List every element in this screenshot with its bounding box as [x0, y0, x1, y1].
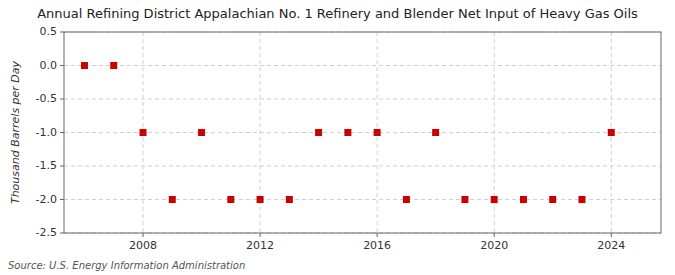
tick-label: 2020 [480, 239, 508, 252]
data-point [461, 196, 468, 203]
tick-label: -0.5 [36, 92, 57, 105]
chart-title: Annual Refining District Appalachian No.… [37, 6, 638, 21]
tick-mark [260, 233, 261, 237]
tick-label: 2012 [246, 239, 274, 252]
tick-mark [60, 166, 64, 167]
tick-mark [377, 233, 378, 237]
tick-label: 0.0 [40, 59, 58, 72]
data-point [315, 129, 322, 136]
tick-label: -2.0 [36, 193, 57, 206]
tick-mark [60, 233, 64, 234]
data-point [520, 196, 527, 203]
grid [64, 32, 661, 233]
tick-label: 2024 [597, 239, 625, 252]
tick-label: 2016 [363, 239, 391, 252]
tick-mark [60, 65, 64, 66]
data-point [257, 196, 264, 203]
plot-frame [64, 32, 661, 233]
tick-mark [60, 132, 64, 133]
data-point [344, 129, 351, 136]
data-point [227, 196, 234, 203]
tick-mark [143, 233, 144, 237]
tick-mark [60, 99, 64, 100]
grid-line [64, 199, 661, 200]
data-points [81, 62, 615, 203]
tick-label: -1.5 [36, 159, 57, 172]
grid-line [64, 166, 661, 167]
source-note: Source: U.S. Energy Information Administ… [8, 260, 245, 271]
data-point [432, 129, 439, 136]
data-point [140, 129, 147, 136]
tick-label: 2008 [129, 239, 157, 252]
data-point [578, 196, 585, 203]
data-point [403, 196, 410, 203]
grid-line [64, 65, 661, 66]
data-point [549, 196, 556, 203]
data-point [608, 129, 615, 136]
data-point [81, 62, 88, 69]
tick-mark [611, 233, 612, 237]
data-point [169, 196, 176, 203]
data-point [491, 196, 498, 203]
plot-background [64, 32, 661, 233]
data-point [198, 129, 205, 136]
axes: 0.5 0.0 -0.5 -1.0 -1.5 -2.0 -2.5 2008 2012 2016 20… [36, 25, 626, 252]
grid-line [64, 99, 661, 100]
chart: 0.5 0.0 -0.5 -1.0 -1.5 -2.0 -2.5 2008 2012 2016 20… [0, 0, 675, 275]
tick-mark [60, 199, 64, 200]
tick-mark [60, 32, 64, 33]
grid-line [64, 132, 661, 133]
tick-label: -2.5 [36, 226, 57, 239]
tick-mark [494, 233, 495, 237]
tick-label: 0.5 [40, 25, 58, 38]
tick-label: -1.0 [36, 126, 57, 139]
chart-container: 0.5 0.0 -0.5 -1.0 -1.5 -2.0 -2.5 2008 2012 2016 20… [0, 0, 675, 275]
data-point [374, 129, 381, 136]
data-point [110, 62, 117, 69]
data-point [286, 196, 293, 203]
y-axis-label: Thousand Barrels per Day [9, 60, 22, 204]
